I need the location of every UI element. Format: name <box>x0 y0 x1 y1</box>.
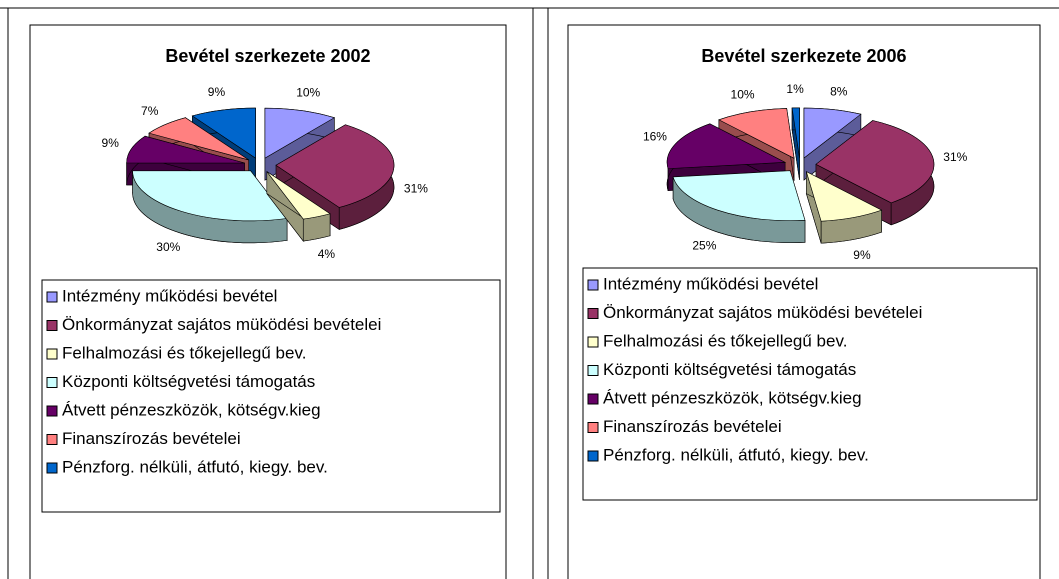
data-label: 16% <box>643 129 667 143</box>
legend-label: Központi költségvetési támogatás <box>603 360 856 379</box>
legend-swatch <box>587 336 599 348</box>
data-label: 9% <box>102 136 120 150</box>
legend-label: Pénzforg. nélküli, átfutó, kiegy. bev. <box>62 457 328 476</box>
legend-label: Intézmény működési bevétel <box>603 274 818 293</box>
slice <box>815 120 935 204</box>
legend-swatch <box>587 279 599 291</box>
data-label: 8% <box>830 84 848 98</box>
slice <box>672 170 806 221</box>
data-label: 31% <box>943 150 967 164</box>
legend-swatch <box>46 320 58 331</box>
legend-swatch <box>587 365 599 376</box>
data-label: 30% <box>156 240 180 254</box>
slice <box>148 117 249 161</box>
legend-swatch <box>587 450 599 462</box>
slice <box>132 170 288 222</box>
legend-label: Önkormányzat sajátos müködési bevételei <box>603 303 922 322</box>
data-label: 7% <box>141 104 159 118</box>
legend-label: Felhalmozási és tőkejellegű bev. <box>603 331 847 350</box>
data-label: 25% <box>692 239 716 253</box>
legend-box <box>582 267 1038 501</box>
legend-swatch <box>46 348 58 360</box>
legend-label: Pénzforg. nélküli, átfutó, kiegy. bev. <box>603 445 869 464</box>
slice <box>275 124 395 208</box>
legend-label: Intézmény működési bevétel <box>62 286 277 305</box>
legend-label: Önkormányzat sajátos müködési bevételei <box>62 315 381 334</box>
slice <box>126 135 245 164</box>
legend-label: Átvett pénzeszközök, kötségv.kieg <box>603 388 862 407</box>
slice <box>718 108 795 159</box>
legend-swatch <box>46 377 58 388</box>
legend-label: Központi költségvetési támogatás <box>62 372 315 391</box>
legend-swatch <box>46 462 58 474</box>
slice <box>264 107 336 159</box>
legend-box <box>41 279 501 513</box>
chart-title: Bevétel szerkezete 2006 <box>701 46 906 66</box>
legend-swatch <box>46 434 58 445</box>
data-label: 9% <box>208 85 226 99</box>
slice <box>666 123 787 169</box>
chart-title: Bevétel szerkezete 2002 <box>165 46 370 66</box>
slice <box>791 107 800 158</box>
data-label: 10% <box>296 86 320 100</box>
data-label: 1% <box>786 82 804 96</box>
data-label: 4% <box>318 247 336 261</box>
legend-swatch <box>46 291 58 303</box>
slice <box>191 107 256 159</box>
slice <box>805 171 883 222</box>
legend-label: Átvett pénzeszközök, kötségv.kieg <box>62 400 321 419</box>
slice <box>266 171 331 220</box>
legend-swatch <box>587 308 599 319</box>
legend-label: Felhalmozási és tőkejellegű bev. <box>62 343 306 362</box>
legend-label: Finanszírozás bevételei <box>62 429 241 448</box>
legend-swatch <box>587 422 599 433</box>
data-label: 31% <box>404 182 428 196</box>
legend-label: Finanszírozás bevételei <box>603 417 782 436</box>
data-label: 10% <box>731 87 755 101</box>
legend-swatch <box>587 393 599 405</box>
slice <box>803 107 862 159</box>
data-label: 9% <box>853 248 871 262</box>
legend-swatch <box>46 405 58 417</box>
